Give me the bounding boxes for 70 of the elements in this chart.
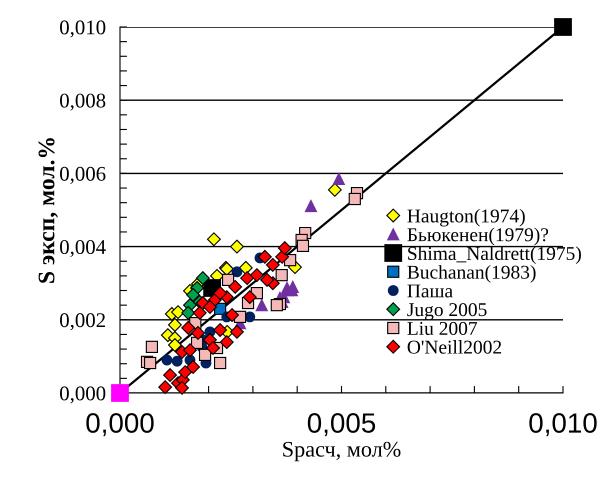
point (171, 305, 185, 320)
point (181, 306, 196, 320)
point (158, 380, 172, 394)
legend-label: Паша (407, 284, 453, 298)
point (168, 338, 182, 352)
point (213, 323, 228, 337)
y-tick-label: 0,004 (60, 240, 106, 258)
legend-label: Buchanan(1983) (407, 265, 536, 283)
point (186, 288, 200, 302)
point (230, 324, 244, 339)
point (178, 365, 192, 380)
point (186, 360, 200, 374)
point (191, 326, 205, 340)
point (172, 356, 183, 367)
point (258, 250, 272, 264)
legend-label: Бьюкенен(1979)? (407, 228, 548, 246)
point (242, 290, 257, 304)
point (181, 320, 196, 335)
point (230, 240, 244, 254)
x-tick-label: 0,005 (308, 413, 376, 436)
legend-label: Liu 2007 (407, 322, 478, 335)
legend-label: Jugo 2005 (407, 303, 487, 320)
point (250, 268, 264, 282)
y-axis-title: S эксп, мол.% (38, 138, 58, 283)
point (266, 258, 280, 272)
point (275, 250, 290, 264)
point (168, 318, 182, 332)
point (144, 356, 156, 370)
point (228, 280, 242, 294)
legend-label: O'Neill2002 (408, 340, 502, 354)
point (225, 308, 240, 322)
point (276, 269, 288, 282)
point (296, 240, 310, 252)
point (198, 348, 212, 362)
point (206, 341, 220, 355)
point (220, 335, 234, 350)
x-tick-label: 0,000 (86, 413, 154, 436)
point (213, 286, 228, 300)
point (270, 299, 283, 312)
y-tick-label: 0,006 (60, 166, 106, 184)
point (183, 343, 197, 358)
point (162, 354, 172, 366)
point (332, 172, 345, 185)
x-tick-label: 0,010 (529, 413, 597, 436)
point (238, 260, 253, 275)
point (260, 272, 274, 287)
point (111, 384, 129, 402)
point (163, 368, 177, 382)
y-tick-label: 0,010 (60, 20, 106, 38)
point (202, 300, 217, 314)
point (554, 18, 572, 36)
y-tick-label: 0,008 (60, 94, 106, 111)
point (175, 380, 189, 395)
point (146, 340, 158, 353)
point (232, 266, 242, 278)
point (240, 271, 254, 286)
point (192, 306, 207, 320)
point (348, 192, 361, 206)
x-axis-title: Sрасч, мол% (283, 442, 400, 462)
point (206, 232, 221, 246)
y-tick-label: 0,002 (60, 313, 105, 330)
point (196, 271, 210, 286)
y-tick-label: 0,000 (60, 386, 106, 404)
point (256, 299, 268, 312)
point (214, 356, 226, 370)
point (328, 182, 342, 197)
legend-label: Haugton(1974) (407, 208, 525, 227)
point (278, 241, 292, 255)
point (304, 200, 318, 212)
legend-label: Shima_Naldrett(1975) (408, 246, 581, 264)
